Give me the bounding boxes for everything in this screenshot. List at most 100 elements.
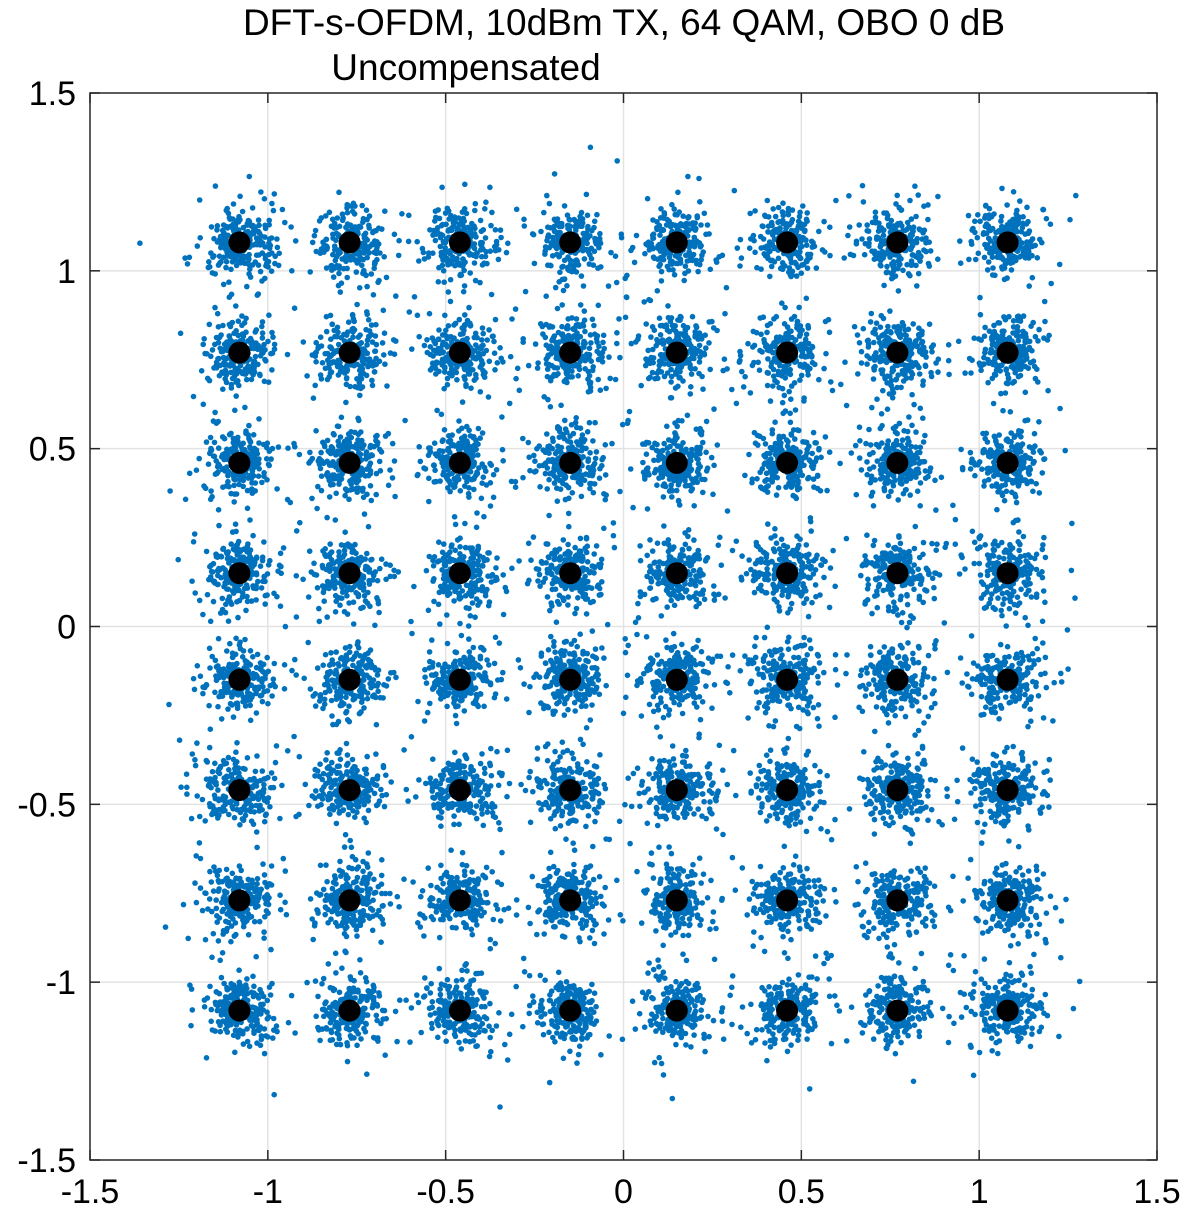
received-point <box>266 251 272 258</box>
received-point <box>483 1015 490 1022</box>
received-point <box>343 588 349 595</box>
received-point <box>439 907 445 914</box>
received-point <box>330 1016 337 1023</box>
received-point <box>475 452 481 458</box>
received-point <box>267 992 274 998</box>
received-point <box>220 804 227 810</box>
received-point <box>196 813 203 820</box>
received-point <box>438 815 444 821</box>
received-point <box>444 703 450 710</box>
received-point <box>233 303 239 309</box>
received-point <box>453 720 460 727</box>
received-point <box>237 193 243 200</box>
received-point <box>210 254 216 260</box>
received-point <box>349 865 355 872</box>
received-point <box>229 529 236 535</box>
received-point <box>466 485 472 491</box>
received-point <box>314 665 321 671</box>
received-point <box>348 844 355 851</box>
received-point <box>373 721 380 728</box>
received-point <box>434 407 440 414</box>
received-point <box>215 703 221 710</box>
received-point <box>234 587 240 594</box>
received-point <box>503 696 510 702</box>
received-point <box>223 264 229 271</box>
received-point <box>371 664 378 671</box>
received-point <box>353 269 360 275</box>
received-point <box>431 462 437 468</box>
received-point <box>441 575 447 582</box>
received-point <box>379 340 386 346</box>
received-point <box>357 332 363 338</box>
received-point <box>273 743 280 749</box>
received-point <box>252 904 259 911</box>
received-point <box>267 682 274 689</box>
received-point <box>483 864 490 871</box>
received-point <box>178 784 184 790</box>
received-point <box>394 893 401 900</box>
received-point <box>225 478 231 485</box>
received-point <box>245 228 251 235</box>
received-point <box>469 869 475 875</box>
received-point <box>465 664 472 671</box>
received-point <box>463 961 470 967</box>
received-point <box>208 1006 215 1013</box>
received-point <box>468 766 474 772</box>
received-point <box>423 680 430 686</box>
received-point <box>221 980 227 987</box>
received-point <box>246 271 252 277</box>
received-point <box>445 485 451 491</box>
received-point <box>461 690 467 697</box>
received-point <box>364 1012 371 1018</box>
received-point <box>403 997 409 1003</box>
received-point <box>456 1039 462 1046</box>
received-point <box>427 658 433 665</box>
received-point <box>358 693 364 700</box>
received-point <box>370 997 377 1004</box>
received-point <box>422 466 429 472</box>
received-point <box>230 1032 237 1039</box>
received-point <box>210 598 217 605</box>
received-point <box>196 597 203 604</box>
received-point <box>242 703 249 709</box>
received-point <box>361 271 368 277</box>
received-point <box>477 664 483 671</box>
received-point <box>265 379 272 386</box>
received-point <box>316 605 322 612</box>
received-point <box>426 475 432 482</box>
received-point <box>387 901 394 907</box>
received-point <box>229 375 236 382</box>
received-point <box>457 544 463 550</box>
received-point <box>315 993 321 1000</box>
received-point <box>481 909 488 916</box>
received-point <box>349 254 355 261</box>
received-point <box>249 490 256 497</box>
received-point <box>354 866 360 872</box>
received-point <box>371 238 378 244</box>
received-point <box>244 505 251 512</box>
received-point <box>194 243 201 249</box>
received-point <box>426 498 432 505</box>
received-point <box>382 208 388 214</box>
received-point <box>269 367 275 373</box>
received-point <box>215 938 222 944</box>
received-point <box>221 341 228 348</box>
received-point <box>339 595 345 601</box>
received-point <box>473 815 480 822</box>
received-point <box>351 362 357 369</box>
received-point <box>204 351 210 357</box>
received-point <box>389 475 396 481</box>
received-point <box>217 1022 223 1029</box>
received-point <box>201 336 207 342</box>
received-point <box>333 237 339 244</box>
received-point <box>470 453 476 460</box>
received-point <box>200 341 206 348</box>
received-point <box>307 449 313 456</box>
received-point <box>418 1029 425 1036</box>
received-point <box>227 216 233 222</box>
received-point <box>246 550 252 556</box>
received-point <box>452 712 459 719</box>
received-point <box>327 541 334 547</box>
received-point <box>408 734 415 740</box>
received-point <box>474 469 480 476</box>
